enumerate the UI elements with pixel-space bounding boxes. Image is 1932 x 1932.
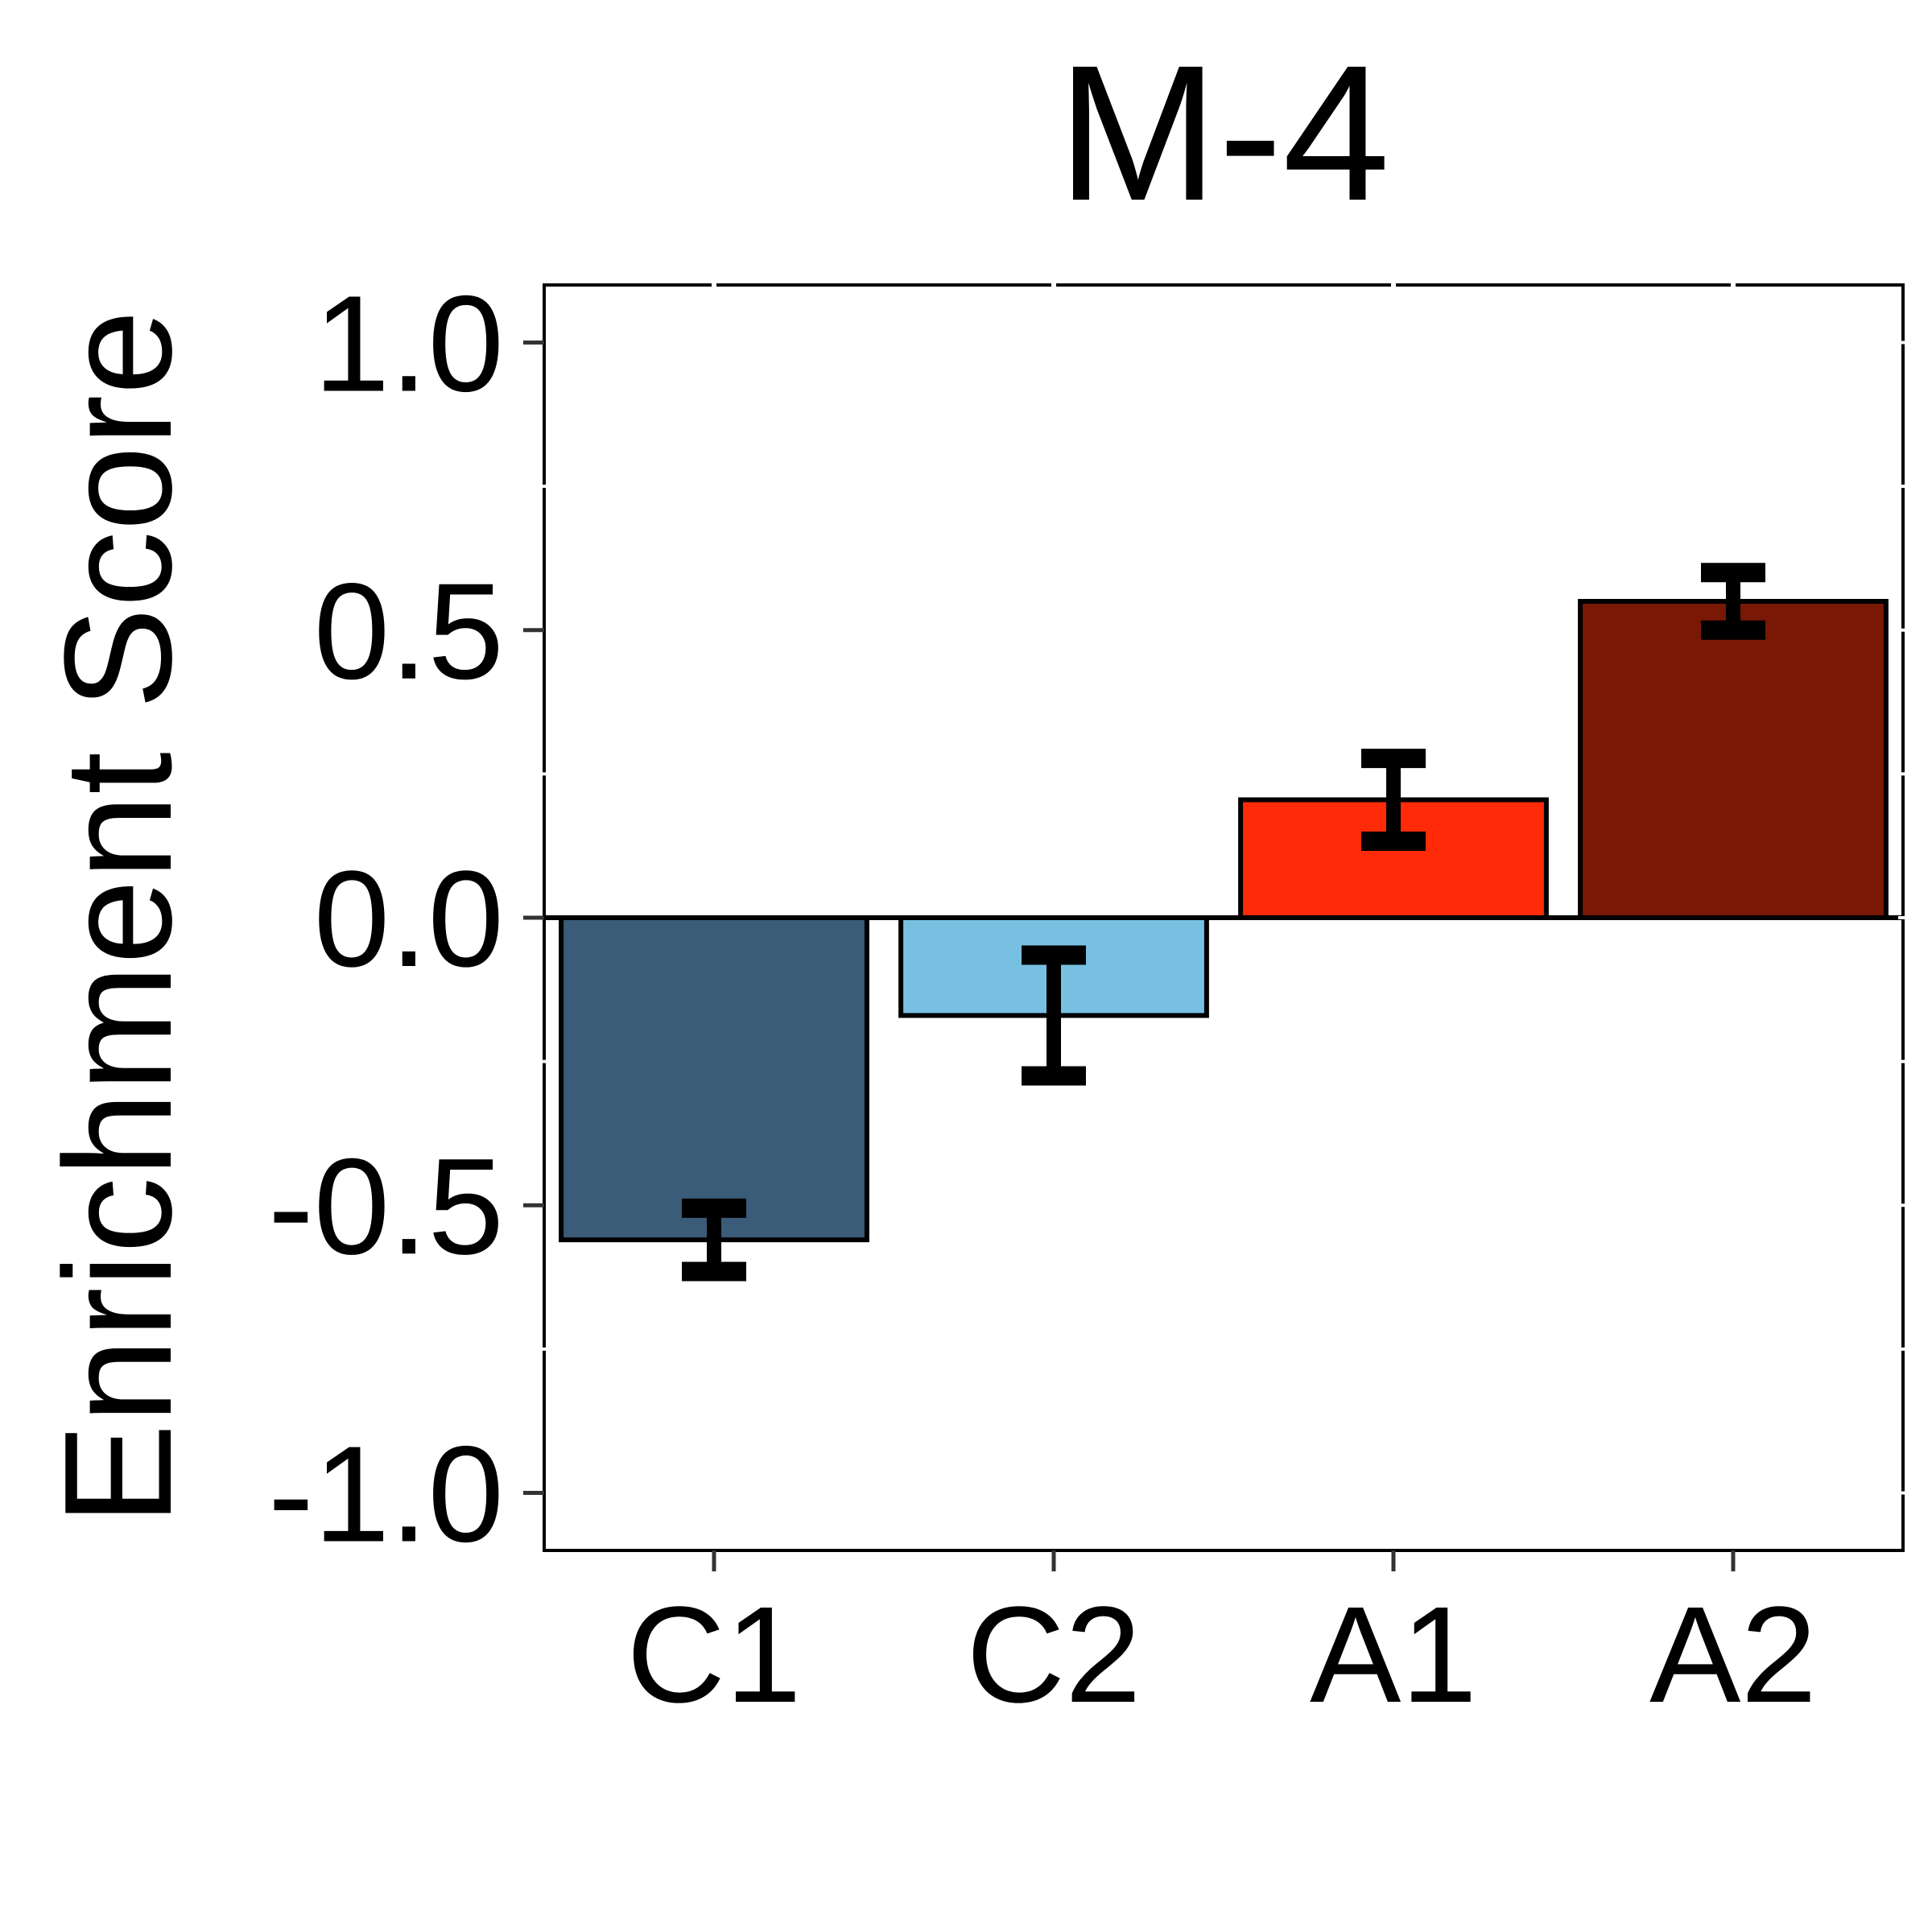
y-tick-label: 0.0 (314, 843, 504, 996)
bar-c1 (559, 915, 869, 1243)
x-tick-label-a1: A1 (1310, 1579, 1477, 1732)
x-tick-label-a2: A2 (1649, 1579, 1817, 1732)
y-tick-label: 0.5 (314, 555, 504, 708)
x-tick-label-c2: C2 (966, 1579, 1141, 1732)
bar-a2 (1578, 599, 1889, 920)
y-tick-label: -1.0 (268, 1418, 504, 1571)
chart-title: M-4 (1057, 25, 1389, 241)
x-tick-label-c1: C1 (626, 1579, 801, 1732)
y-axis-label: Enrichment Score (33, 310, 204, 1525)
plot-area: 1.0 0.5 0.0 -0.5 -1.0 C1 C2 A1 A2 (268, 267, 1908, 1732)
y-tick-label: 1.0 (314, 267, 504, 420)
y-tick-label: -0.5 (268, 1130, 504, 1283)
